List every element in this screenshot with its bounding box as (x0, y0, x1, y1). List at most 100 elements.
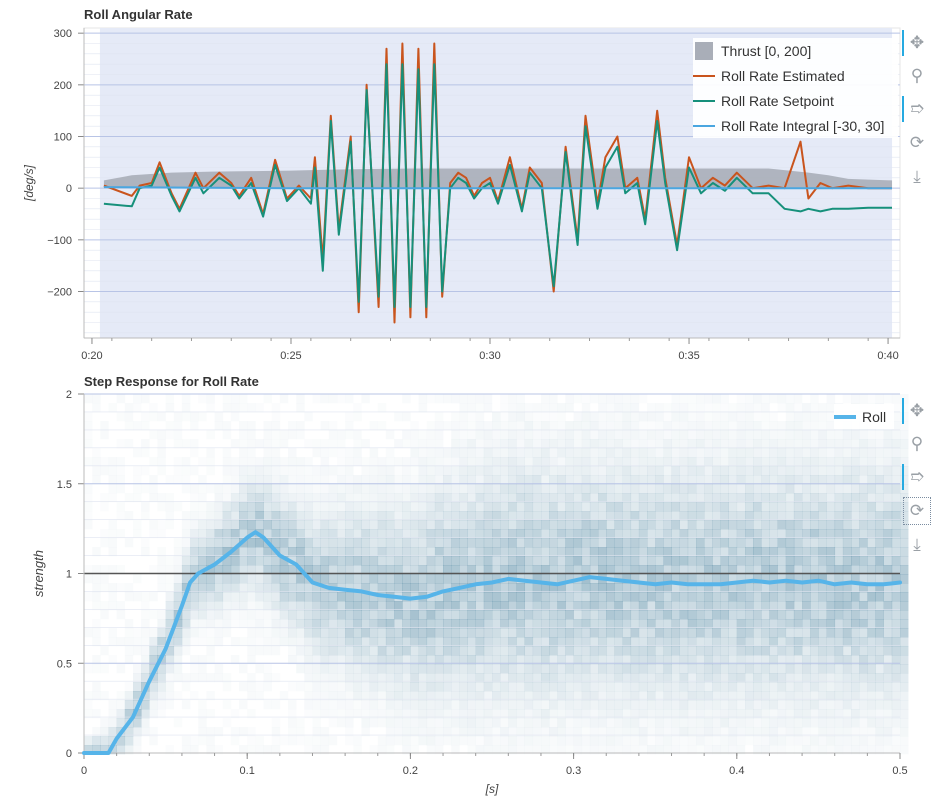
heatmap-cell (475, 448, 485, 458)
heatmap-cell (598, 673, 607, 683)
heatmap-cell (761, 556, 770, 566)
lasso-icon[interactable]: ➱ (902, 464, 930, 490)
heatmap-cell (377, 628, 387, 638)
heatmap-cell (769, 484, 778, 494)
heatmap-cell (100, 529, 108, 538)
heatmap-cell (467, 538, 476, 548)
heatmap-cell (223, 421, 231, 430)
heatmap-cell (157, 430, 165, 439)
heatmap-cell (785, 700, 795, 710)
heatmap-cell (280, 430, 288, 439)
heatmap-cell (483, 736, 493, 746)
heatmap-cell (133, 421, 141, 430)
heatmap-cell (810, 565, 819, 575)
heatmap-cell (92, 637, 100, 646)
heatmap-cell (500, 745, 509, 755)
heatmap-cell (231, 619, 239, 628)
pan-icon[interactable]: ✥ (902, 398, 930, 424)
heatmap-cell (794, 394, 802, 403)
heatmap-cell (720, 709, 729, 719)
heatmap-cell (647, 610, 656, 620)
heatmap-cell (810, 421, 818, 430)
heatmap-cell (247, 583, 256, 593)
heatmap-cell (418, 682, 428, 692)
reset-icon[interactable]: ⟳ (909, 133, 925, 152)
step-response-canvas[interactable]: 00.511.520 0.1 0.2 0.3 0.4 0.5[s]strength (0, 370, 949, 797)
heatmap-cell (745, 727, 754, 737)
heatmap-cell (173, 673, 183, 683)
heatmap-cell (541, 394, 549, 403)
heatmap-cell (222, 619, 232, 629)
legend-item[interactable]: Roll Rate Integral [-30, 30] (693, 113, 898, 138)
heatmap-cell (475, 493, 485, 503)
legend-item[interactable]: Roll (834, 404, 894, 429)
heatmap-cell (198, 718, 206, 727)
heatmap-cell (272, 430, 280, 439)
heatmap-cell (532, 484, 542, 494)
heatmap-cell (157, 448, 165, 457)
box-zoom-icon[interactable]: ⚲ (910, 66, 924, 85)
heatmap-cell (663, 700, 672, 710)
heatmap-cell (182, 682, 190, 691)
heatmap-cell (92, 745, 101, 755)
heatmap-cell (313, 736, 321, 745)
heatmap-cell (769, 502, 778, 512)
heatmap-cell (671, 448, 680, 458)
lasso-icon[interactable]: ➱ (902, 96, 930, 122)
heatmap-cell (745, 421, 754, 431)
heatmap-cell (712, 502, 721, 512)
heatmap-cell (426, 574, 436, 584)
heatmap-cell (508, 520, 517, 530)
heatmap-cell (427, 421, 435, 430)
heatmap-cell (630, 682, 640, 692)
heatmap-cell (230, 547, 240, 557)
heatmap-cell (198, 493, 206, 502)
x-tick-label: 0.4 (729, 765, 744, 777)
heatmap-cell (541, 682, 550, 692)
heatmap-cell (573, 601, 583, 611)
legend-item[interactable]: Roll Rate Estimated (693, 63, 898, 88)
heatmap-cell (672, 421, 680, 430)
legend-item[interactable]: Roll Rate Setpoint (693, 88, 898, 113)
heatmap-cell (875, 700, 884, 710)
pan-icon[interactable]: ✥ (902, 30, 930, 56)
heatmap-cell (802, 736, 810, 745)
heatmap-cell (492, 709, 501, 719)
heatmap-cell (777, 682, 787, 692)
legend-item[interactable]: Thrust [0, 200] (693, 38, 898, 63)
heatmap-cell (524, 736, 534, 746)
heatmap-cell (785, 619, 795, 629)
heatmap-cell (524, 673, 534, 683)
heatmap-cell (753, 637, 762, 647)
heatmap-cell (345, 583, 354, 593)
heatmap-cell (255, 538, 264, 548)
heatmap-cell (264, 430, 272, 439)
heatmap-cell (630, 673, 640, 683)
heatmap-cell (541, 592, 550, 602)
heatmap-cell (736, 700, 746, 710)
heatmap-cell (859, 439, 868, 449)
reset-icon[interactable]: ⟳ (903, 497, 931, 525)
heatmap-cell (157, 610, 165, 619)
save-icon[interactable]: ⤓ (913, 535, 921, 554)
heatmap-cell (728, 655, 738, 665)
heatmap-cell (125, 439, 133, 448)
heatmap-cell (761, 394, 769, 403)
heatmap-cell (385, 529, 395, 539)
heatmap-cell (459, 655, 468, 665)
heatmap-cell (851, 520, 860, 530)
heatmap-cell (174, 412, 182, 421)
heatmap-cell (141, 412, 149, 421)
heatmap-cell (582, 394, 590, 403)
box-zoom-icon[interactable]: ⚲ (910, 434, 924, 453)
heatmap-cell (785, 448, 795, 458)
heatmap-cell (492, 412, 501, 422)
save-icon[interactable]: ⤓ (913, 167, 921, 186)
heatmap-cell (859, 646, 868, 656)
heatmap-cell (475, 691, 485, 701)
heatmap-cell (769, 421, 777, 430)
heatmap-cell (704, 565, 713, 575)
heatmap-cell (647, 691, 656, 701)
heatmap-cell (451, 592, 460, 602)
